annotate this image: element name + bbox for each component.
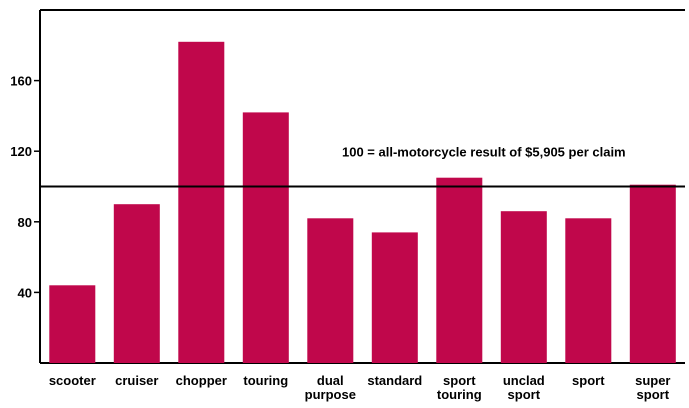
x-tick-label-unclad-sport: unclad sport	[503, 373, 545, 402]
y-tick-label-160: 160	[10, 74, 32, 89]
x-tick-label-scooter: scooter	[49, 373, 96, 388]
reference-line-annotation: 100 = all-motorcycle result of $5,905 pe…	[342, 145, 626, 160]
x-tick-label-touring: touring	[243, 373, 288, 388]
bar-cruiser	[113, 204, 160, 363]
x-tick-label-dual-purpose: dual purpose	[305, 373, 356, 402]
x-tick-label-cruiser: cruiser	[115, 373, 158, 388]
bar-standard	[371, 232, 418, 363]
x-tick-label-standard: standard	[367, 373, 422, 388]
bar-scooter	[49, 285, 96, 363]
x-tick-label-sport-touring: sport touring	[437, 373, 482, 402]
bars	[49, 41, 676, 364]
y-axis-ticks: 40 80 120 160	[10, 74, 40, 300]
bar-super-sport	[629, 184, 676, 363]
bar-sport-touring	[436, 177, 483, 363]
bar-sport	[565, 218, 612, 363]
x-tick-label-chopper: chopper	[176, 373, 227, 388]
bar-touring	[242, 112, 289, 364]
y-tick-label-40: 40	[18, 285, 32, 300]
x-tick-label-super-sport: super sport	[635, 373, 670, 402]
bar-chopper	[178, 41, 225, 364]
y-tick-label-120: 120	[10, 144, 32, 159]
bar-dual-purpose	[307, 218, 354, 363]
bar-unclad-sport	[500, 211, 547, 363]
x-tick-label-sport: sport	[572, 373, 605, 388]
x-axis-labels: scooter cruiser chopper touring dual purpose s…	[49, 373, 671, 402]
y-tick-label-80: 80	[18, 215, 32, 230]
